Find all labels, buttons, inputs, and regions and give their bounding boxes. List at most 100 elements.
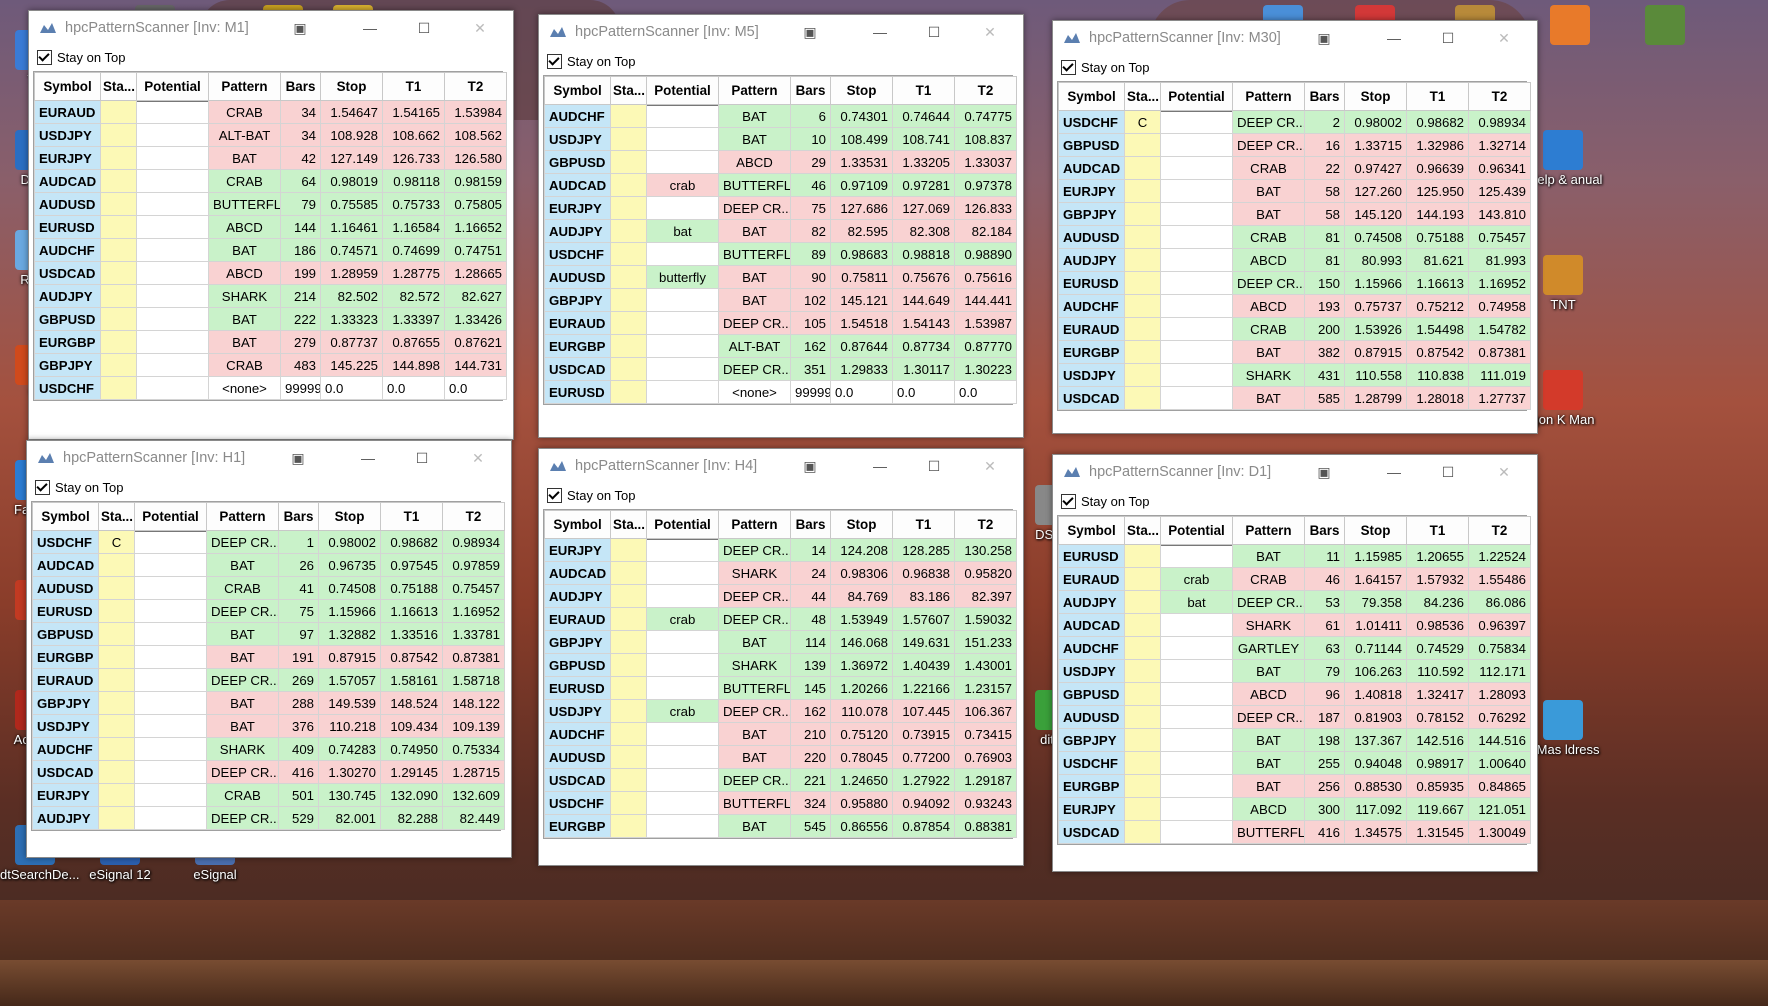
cell-stop[interactable]: 1.15966 xyxy=(1344,271,1407,295)
cell-t2[interactable]: 143.810 xyxy=(1468,202,1531,226)
cell-stop[interactable]: 110.078 xyxy=(830,699,893,723)
cell-pattern[interactable]: BAT xyxy=(1232,202,1305,226)
column-header-status[interactable]: Sta... xyxy=(98,502,135,531)
cell-pattern[interactable]: ABCD xyxy=(1232,797,1305,821)
cell-t2[interactable]: 0.74775 xyxy=(954,104,1017,128)
cell-symbol[interactable]: AUDUSD xyxy=(1058,225,1125,249)
column-header-bars[interactable]: Bars xyxy=(790,76,831,105)
cell-stop[interactable]: 146.068 xyxy=(830,630,893,654)
cell-t1[interactable]: 1.54498 xyxy=(1406,317,1469,341)
cell-potential[interactable] xyxy=(1160,797,1233,821)
cell-potential[interactable] xyxy=(646,127,719,151)
cell-pattern[interactable]: BAT xyxy=(1232,544,1305,568)
cell-symbol[interactable]: GBPJPY xyxy=(544,288,611,312)
cell-bars[interactable]: 585 xyxy=(1304,386,1345,410)
table-row[interactable]: EURAUD DEEP CR... 105 1.54518 1.54143 1.53987 xyxy=(544,311,1017,335)
cell-status[interactable] xyxy=(100,307,137,331)
cell-stop[interactable]: 0.81903 xyxy=(1344,705,1407,729)
cell-t2[interactable]: 1.33426 xyxy=(444,307,507,331)
column-header-pattern[interactable]: Pattern xyxy=(1232,516,1305,545)
cell-status[interactable] xyxy=(610,380,647,404)
cell-t1[interactable]: 0.98118 xyxy=(382,169,445,193)
cell-stop[interactable]: 0.74301 xyxy=(830,104,893,128)
cell-t2[interactable]: 0.75334 xyxy=(442,737,505,761)
cell-pattern[interactable]: <none> xyxy=(718,380,791,404)
cell-potential[interactable] xyxy=(136,330,209,354)
cell-t2[interactable]: 81.993 xyxy=(1468,248,1531,272)
cell-stop[interactable]: 0.95880 xyxy=(830,791,893,815)
cell-bars[interactable]: 144 xyxy=(280,215,321,239)
cell-symbol[interactable]: EURGBP xyxy=(1058,340,1125,364)
cell-t2[interactable]: 86.086 xyxy=(1468,590,1531,614)
cell-t1[interactable]: 0.97281 xyxy=(892,173,955,197)
cell-stop[interactable]: 1.53926 xyxy=(1344,317,1407,341)
table-row[interactable]: AUDUSD BAT 220 0.78045 0.77200 0.76903 xyxy=(544,745,1017,769)
cell-bars[interactable]: 220 xyxy=(790,745,831,769)
cell-t2[interactable]: 148.122 xyxy=(442,691,505,715)
cell-t2[interactable]: 0.75457 xyxy=(1468,225,1531,249)
column-header-t1[interactable]: T1 xyxy=(892,76,955,105)
cell-t1[interactable]: 1.16613 xyxy=(1406,271,1469,295)
cell-t2[interactable]: 0.75457 xyxy=(442,576,505,600)
column-header-bars[interactable]: Bars xyxy=(1304,82,1345,111)
maximize-icon[interactable]: ☐ xyxy=(1441,29,1455,46)
cell-symbol[interactable]: USDJPY xyxy=(544,699,611,723)
cell-potential[interactable] xyxy=(1160,820,1233,844)
cell-t1[interactable]: 1.40439 xyxy=(892,653,955,677)
cell-bars[interactable]: 26 xyxy=(278,553,319,577)
cell-pattern[interactable]: CRAB xyxy=(208,353,281,377)
cell-pattern[interactable]: DEEP CR... xyxy=(206,760,279,784)
column-header-stop[interactable]: Stop xyxy=(830,76,893,105)
minimize-icon[interactable]: — xyxy=(1387,30,1401,46)
cell-symbol[interactable]: EURJPY xyxy=(34,146,101,170)
table-row[interactable]: EURAUD crab DEEP CR... 48 1.53949 1.57607 1.59… xyxy=(544,607,1017,631)
cell-t2[interactable]: 1.59032 xyxy=(954,607,1017,631)
table-row[interactable]: GBPUSD SHARK 139 1.36972 1.40439 1.43001 xyxy=(544,653,1017,677)
cell-pattern[interactable]: BAT xyxy=(206,622,279,646)
cell-symbol[interactable]: EURGBP xyxy=(1058,774,1125,798)
column-header-stop[interactable]: Stop xyxy=(320,72,383,101)
cell-pattern[interactable]: CRAB xyxy=(1232,567,1305,591)
cell-status[interactable] xyxy=(610,288,647,312)
cell-t2[interactable]: 125.439 xyxy=(1468,179,1531,203)
cell-pattern[interactable]: BAT xyxy=(1232,386,1305,410)
table-row[interactable]: AUDCAD SHARK 61 1.01411 0.98536 0.96397 xyxy=(1058,613,1531,637)
cell-pattern[interactable]: BAT xyxy=(208,146,281,170)
cell-pattern[interactable]: ALT-BAT xyxy=(718,334,791,358)
cell-bars[interactable]: 58 xyxy=(1304,202,1345,226)
cell-status[interactable] xyxy=(1124,705,1161,729)
table-row[interactable]: USDCAD BAT 585 1.28799 1.28018 1.27737 xyxy=(1058,386,1531,410)
table-row[interactable]: GBPJPY BAT 288 149.539 148.524 148.122 xyxy=(32,691,505,715)
column-header-t1[interactable]: T1 xyxy=(892,510,955,539)
cell-pattern[interactable]: BAT xyxy=(718,265,791,289)
cell-status[interactable] xyxy=(1124,590,1161,614)
cell-status[interactable] xyxy=(610,104,647,128)
cell-t1[interactable]: 0.96639 xyxy=(1406,156,1469,180)
cell-potential[interactable] xyxy=(646,538,719,562)
cell-t2[interactable]: 0.97859 xyxy=(442,553,505,577)
cell-stop[interactable]: 0.98306 xyxy=(830,561,893,585)
cell-potential[interactable] xyxy=(136,307,209,331)
column-header-potential[interactable]: Potential xyxy=(134,502,207,531)
table-row[interactable]: GBPUSD DEEP CR... 16 1.33715 1.32986 1.32714 xyxy=(1058,133,1531,157)
table-row[interactable]: USDCHF C DEEP CR... 2 0.98002 0.98682 0.98934 xyxy=(1058,110,1531,134)
cell-bars[interactable]: 382 xyxy=(1304,340,1345,364)
cell-t1[interactable]: 1.33516 xyxy=(380,622,443,646)
cell-t2[interactable]: 82.449 xyxy=(442,806,505,830)
cell-t2[interactable]: 126.580 xyxy=(444,146,507,170)
cell-t1[interactable]: 1.29145 xyxy=(380,760,443,784)
window-titlebar[interactable]: hpcPatternScanner [Inv: M5] ▣ — ☐ ✕ xyxy=(539,15,1023,49)
cell-t2[interactable]: 0.0 xyxy=(954,380,1017,404)
window-titlebar[interactable]: hpcPatternScanner [Inv: H1] ▣ — ☐ ✕ xyxy=(27,441,511,475)
minimize-icon[interactable]: — xyxy=(363,20,377,36)
cell-potential[interactable] xyxy=(646,334,719,358)
pin-window-icon[interactable]: ▣ xyxy=(803,457,817,474)
cell-bars[interactable]: 501 xyxy=(278,783,319,807)
cell-bars[interactable]: 210 xyxy=(790,722,831,746)
pin-window-icon[interactable]: ▣ xyxy=(291,449,305,466)
cell-status[interactable] xyxy=(100,146,137,170)
cell-bars[interactable]: 351 xyxy=(790,357,831,381)
cell-potential[interactable] xyxy=(646,745,719,769)
desktop-shortcut-icon[interactable] xyxy=(1630,5,1700,45)
